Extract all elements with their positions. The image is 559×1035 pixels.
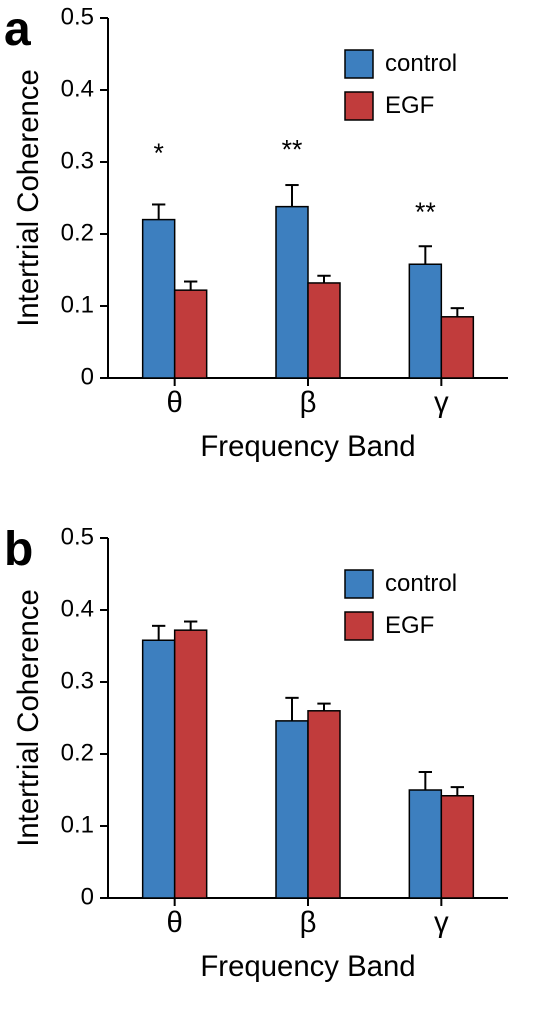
x-tick-label: γ — [434, 386, 449, 419]
bar-EGF — [441, 796, 473, 898]
significance-marker: ** — [282, 134, 303, 164]
y-tick-label: 0.4 — [61, 595, 94, 622]
panel-b: b 0 0.1 0.2 0.3 0.4 0.5 θ β γ Intertrial Coherenc… — [0, 520, 559, 1035]
significance-marker: ** — [415, 197, 436, 227]
legend-swatch-control — [345, 50, 373, 78]
y-tick-label: 0 — [81, 363, 94, 390]
x-tick-label: θ — [167, 386, 183, 419]
y-tick-label: 0.1 — [61, 811, 94, 838]
bar-control — [409, 264, 441, 378]
y-tick-label: 0.1 — [61, 291, 94, 318]
legend-label: EGF — [385, 92, 434, 119]
y-tick-label: 0.2 — [61, 219, 94, 246]
bar-EGF — [175, 630, 207, 898]
bar-control — [143, 640, 175, 898]
bar-control — [276, 207, 308, 378]
bar-EGF — [308, 283, 340, 378]
significance-marker: * — [153, 138, 163, 168]
bar-EGF — [308, 711, 340, 898]
legend-label: EGF — [385, 612, 434, 639]
y-tick-label: 0.3 — [61, 667, 94, 694]
panel-b-chart: 0 0.1 0.2 0.3 0.4 0.5 θ β γ Intertrial Coherence F… — [0, 520, 559, 1035]
panel-b-label: b — [4, 522, 33, 577]
x-axis-label: Frequency Band — [200, 430, 415, 463]
bar-EGF — [441, 317, 473, 378]
legend-label: control — [385, 570, 457, 597]
x-tick-label: β — [300, 906, 317, 939]
x-tick-label: β — [300, 386, 317, 419]
y-tick-label: 0.2 — [61, 739, 94, 766]
panel-a-chart: 0 0.1 0.2 0.3 0.4 0.5 θ β γ Intertrial Coherence F… — [0, 0, 559, 520]
y-tick-label: 0.5 — [61, 3, 94, 30]
panel-a-label: a — [4, 2, 31, 57]
x-tick-label: θ — [167, 906, 183, 939]
figure: a 0 0.1 0.2 0.3 0.4 0.5 θ β γ Intertrial Coherenc… — [0, 0, 559, 1035]
legend-swatch-EGF — [345, 612, 373, 640]
panel-a: a 0 0.1 0.2 0.3 0.4 0.5 θ β γ Intertrial Coherenc… — [0, 0, 559, 520]
y-axis-label: Intertrial Coherence — [12, 589, 45, 847]
x-tick-label: γ — [434, 906, 449, 939]
bar-control — [409, 790, 441, 898]
y-tick-label: 0 — [81, 883, 94, 910]
y-tick-label: 0.3 — [61, 147, 94, 174]
bar-control — [143, 220, 175, 378]
x-axis-label: Frequency Band — [200, 950, 415, 983]
y-tick-label: 0.5 — [61, 523, 94, 550]
bar-EGF — [175, 290, 207, 378]
legend-swatch-control — [345, 570, 373, 598]
legend-swatch-EGF — [345, 92, 373, 120]
bar-control — [276, 721, 308, 898]
y-axis-label: Intertrial Coherence — [12, 69, 45, 327]
legend-label: control — [385, 50, 457, 77]
y-tick-label: 0.4 — [61, 75, 94, 102]
